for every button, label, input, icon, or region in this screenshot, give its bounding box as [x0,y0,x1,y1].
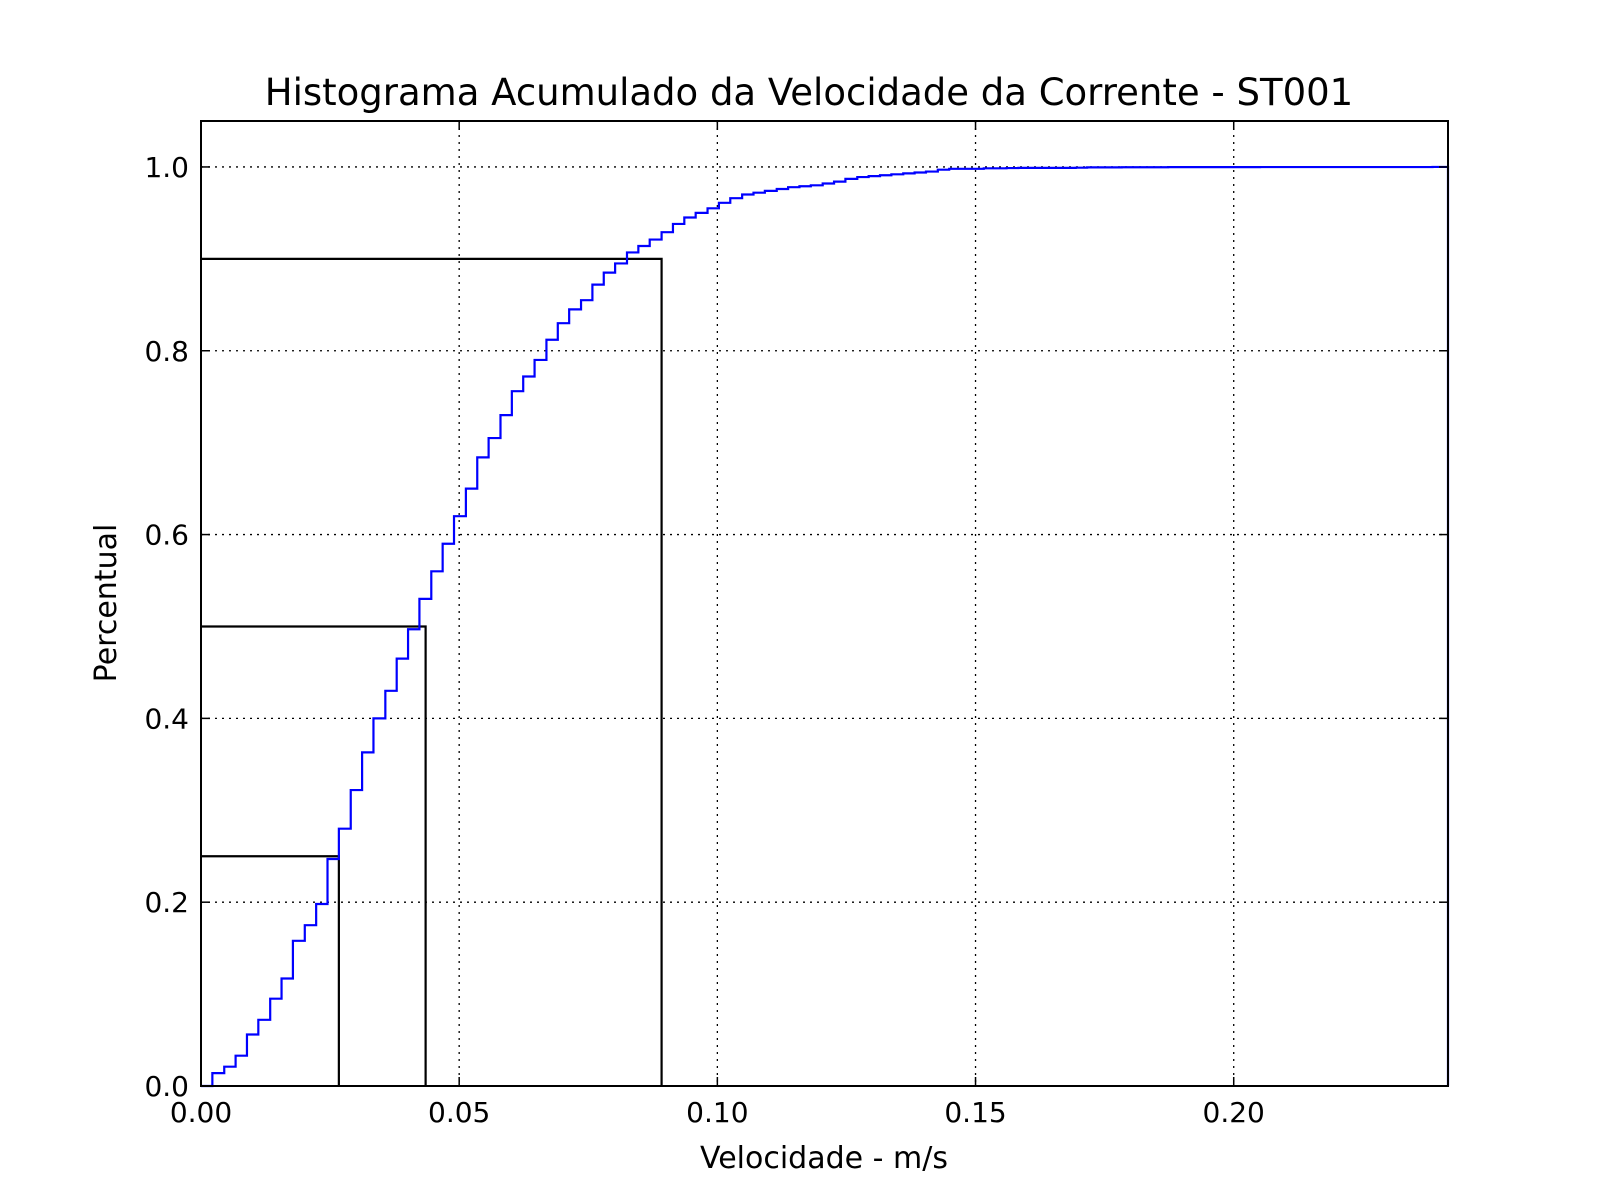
y-axis-label: Percentual [89,524,124,683]
chart-title: Histograma Acumulado da Velocidade da Co… [265,71,1353,114]
x-tick-label: 0.05 [428,1096,490,1129]
cumulative-series-line [201,165,1450,1088]
y-tick-label: 0.0 [144,1070,189,1103]
y-tick-label: 0.2 [144,886,189,919]
x-axis-tick-labels: 0.00 0.05 0.10 0.15 0.20 [170,1096,1265,1129]
axis-ticks [200,121,1448,1087]
y-tick-label: 0.8 [144,335,189,368]
x-tick-label: 0.10 [686,1096,748,1129]
percentile-line-50 [201,625,427,1086]
x-tick-label: 0.20 [1203,1096,1265,1129]
y-tick-label: 0.6 [144,519,189,552]
x-tick-label: 0.00 [170,1096,232,1129]
percentile-line-90 [201,257,663,1086]
y-axis-tick-labels: 0.0 0.2 0.4 0.6 0.8 1.0 [144,151,189,1103]
plot-area-frame [200,120,1449,1087]
x-axis-label: Velocidade - m/s [700,1141,948,1176]
y-tick-label: 1.0 [144,151,189,184]
x-tick-label: 0.15 [944,1096,1006,1129]
y-tick-label: 0.4 [144,702,189,735]
